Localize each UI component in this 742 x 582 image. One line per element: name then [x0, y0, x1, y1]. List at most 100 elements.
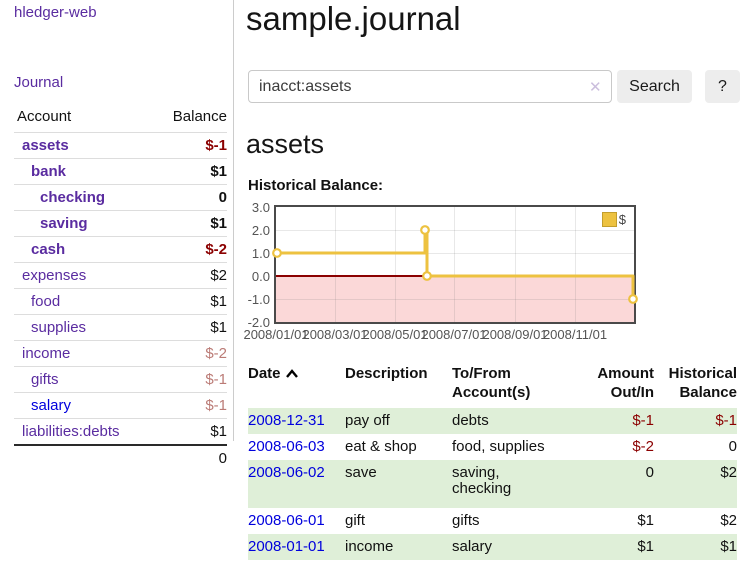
transaction-description: gift: [345, 512, 366, 529]
transaction-amount: $-2: [632, 438, 654, 455]
search-input[interactable]: [248, 70, 612, 103]
account-balance: 0: [218, 189, 227, 206]
accounts-total-row: 0: [14, 445, 227, 471]
transaction-balance: $2: [654, 460, 737, 508]
register-row: 2008-06-03 eat & shop food, supplies $-2…: [248, 434, 737, 460]
account-link-expenses[interactable]: expenses: [22, 267, 87, 284]
account-row: expenses $2: [14, 262, 227, 289]
transaction-accounts: salary: [452, 534, 570, 560]
gridline-v: [335, 207, 336, 322]
account-row: cash $-2: [14, 236, 227, 263]
account-balance: $-1: [205, 137, 227, 154]
transaction-amount: 0: [570, 460, 654, 508]
data-point: [628, 294, 638, 304]
transaction-description: save: [345, 460, 452, 508]
transaction-accounts: food, supplies: [452, 438, 545, 455]
account-balance: $1: [210, 423, 227, 440]
account-row: checking 0: [14, 184, 227, 211]
account-balance: $-2: [205, 345, 227, 362]
register-header-row: Date Description To/From Account(s) Amou…: [248, 362, 737, 408]
y-tick-label: 3.0: [251, 200, 270, 215]
account-row: assets $-1: [14, 132, 227, 159]
account-link-supplies[interactable]: supplies: [31, 319, 87, 336]
account-row: bank $1: [14, 158, 227, 185]
register-row: 2008-06-01 gift gifts $1 $2: [248, 508, 737, 534]
account-balance: $1: [210, 319, 227, 336]
account-link-checking[interactable]: checking: [40, 189, 106, 206]
register-row: 2008-06-02 save saving, checking 0 $2: [248, 460, 737, 508]
account-balance: $1: [210, 163, 227, 180]
account-link-cash[interactable]: cash: [31, 241, 66, 258]
account-balance: $1: [210, 215, 227, 232]
gridline-h: [276, 230, 634, 231]
x-tick-label: 2008/09/01: [482, 327, 548, 342]
account-row: food $1: [14, 288, 227, 315]
chart-legend: $: [600, 212, 627, 227]
account-balance: $-1: [205, 397, 227, 414]
x-tick-label: 2008/07/01: [421, 327, 487, 342]
balance-column-header: Balance: [172, 108, 227, 125]
account-balance: $-2: [205, 241, 227, 258]
data-point: [272, 248, 282, 258]
amount-column-header: Amount Out/In: [597, 365, 654, 401]
account-link-saving[interactable]: saving: [40, 215, 88, 232]
sidebar-item-journal[interactable]: Journal: [14, 74, 64, 91]
brand-link[interactable]: hledger-web: [14, 4, 97, 21]
register-row: 2008-01-01 income salary $1 $1: [248, 534, 737, 560]
gridline-v: [395, 207, 396, 322]
account-heading: assets: [246, 129, 325, 159]
transaction-balance: $-1: [654, 408, 737, 434]
account-row: supplies $1: [14, 314, 227, 341]
date-column-header[interactable]: Date: [248, 362, 345, 408]
accounts-table: Account Balance assets $-1 bank $1 check…: [14, 104, 227, 471]
transaction-balance: 0: [728, 438, 737, 455]
accounts-header-row: Account Balance: [14, 104, 227, 133]
transaction-description: income: [345, 534, 452, 560]
transaction-description: eat & shop: [345, 438, 417, 455]
account-link-income[interactable]: income: [22, 345, 71, 362]
transaction-accounts: gifts: [452, 512, 480, 529]
transaction-accounts: saving, checking: [452, 460, 570, 508]
x-tick-label: 2008/05/01: [362, 327, 428, 342]
data-point: [422, 271, 432, 281]
tofrom-column-header: To/From Account(s): [452, 365, 531, 401]
clear-search-icon[interactable]: ✕: [589, 79, 602, 96]
transaction-balance: $1: [654, 534, 737, 560]
gridline-h: [276, 299, 634, 300]
register-row: 2008-12-31 pay off debts $-1 $-1: [248, 408, 737, 434]
historical-balance-column-header: Historical Balance: [668, 365, 737, 401]
gridline-v: [515, 207, 516, 322]
series-line: [277, 228, 635, 299]
transaction-balance: $2: [720, 512, 737, 529]
account-balance: $-1: [205, 371, 227, 388]
transaction-date-link[interactable]: 2008-12-31: [248, 412, 325, 429]
y-tick-label: 0.0: [251, 269, 270, 284]
help-button[interactable]: ?: [705, 70, 740, 103]
y-tick-label: -2.0: [247, 315, 270, 330]
transaction-date-link[interactable]: 2008-01-01: [248, 538, 325, 555]
account-link-liabilities-debts[interactable]: liabilities:debts: [22, 423, 120, 440]
chart-title: Historical Balance:: [248, 177, 384, 194]
y-tick-label: -1.0: [247, 292, 270, 307]
register-table: Date Description To/From Account(s) Amou…: [248, 362, 737, 560]
y-tick-label: 1.0: [251, 246, 270, 261]
account-link-food[interactable]: food: [31, 293, 61, 310]
account-row: liabilities:debts $1: [14, 418, 227, 446]
transaction-accounts: debts: [452, 408, 570, 434]
transaction-amount: $1: [637, 512, 654, 529]
account-link-bank[interactable]: bank: [31, 163, 67, 180]
account-balance: $1: [210, 293, 227, 310]
account-link-gifts[interactable]: gifts: [31, 371, 59, 388]
negative-zone: [276, 276, 634, 322]
transaction-date-link[interactable]: 2008-06-01: [248, 512, 325, 529]
page-title: sample.journal: [246, 0, 461, 37]
gridline-v: [454, 207, 455, 322]
transaction-date-link[interactable]: 2008-06-02: [248, 464, 325, 481]
data-point: [420, 225, 430, 235]
transaction-date-link[interactable]: 2008-06-03: [248, 438, 325, 455]
account-balance: $2: [210, 267, 227, 284]
account-link-assets[interactable]: assets: [22, 137, 69, 154]
account-link-salary[interactable]: salary: [31, 397, 72, 414]
search-button[interactable]: Search: [617, 70, 692, 103]
transaction-amount: $1: [570, 534, 654, 560]
